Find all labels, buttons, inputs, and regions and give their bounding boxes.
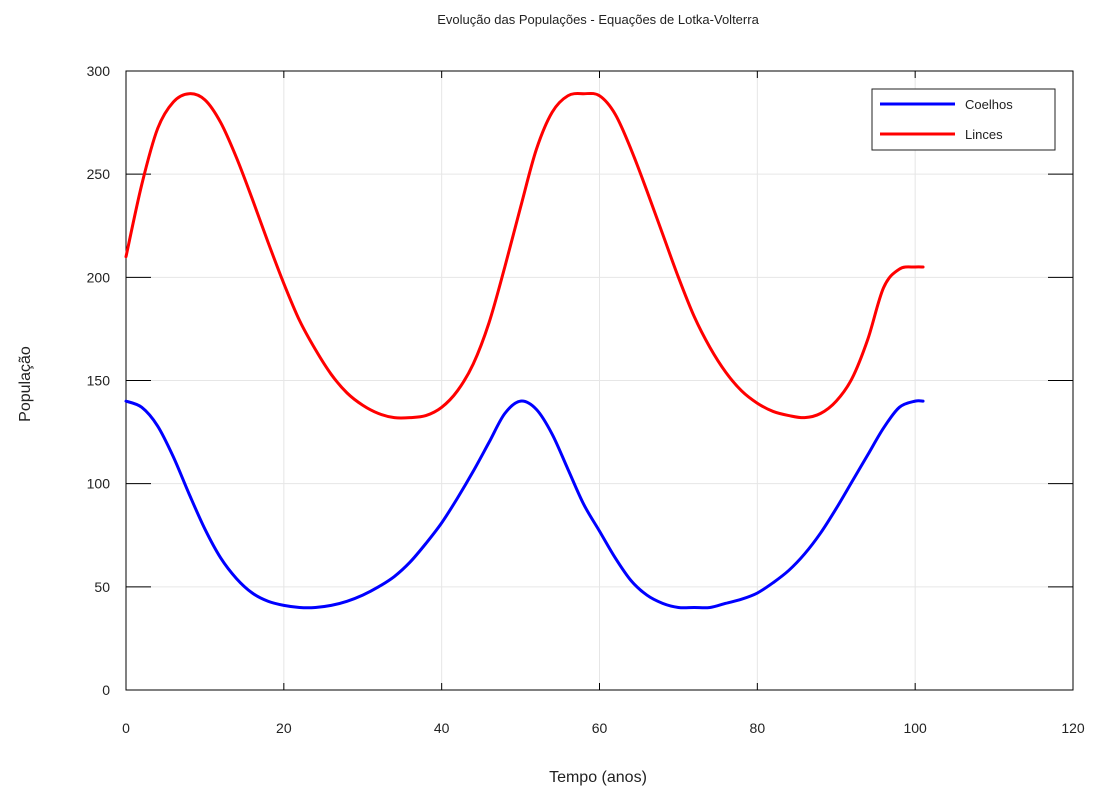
series-lines	[124, 91, 925, 610]
x-tick-label: 60	[592, 720, 608, 736]
series-line-coelhos	[124, 399, 925, 610]
y-tick-label: 200	[87, 269, 111, 285]
legend-label-coelhos: Coelhos	[965, 97, 1013, 112]
x-tick-label: 20	[276, 720, 292, 736]
legend: Coelhos Linces	[871, 88, 1056, 151]
y-tick-labels: 0 50 100 150 200 250 300	[87, 63, 111, 698]
grid	[125, 70, 1074, 691]
x-tick-labels: 0 20 40 60 80 100 120	[122, 720, 1085, 736]
x-tick-label: 40	[434, 720, 450, 736]
y-tick-label: 300	[87, 63, 111, 79]
series-line-linces	[124, 91, 925, 420]
x-axis-label: Tempo (anos)	[549, 769, 647, 786]
y-tick-label: 150	[87, 373, 111, 389]
y-tick-label: 250	[87, 166, 111, 182]
axis-ticks	[125, 70, 1074, 691]
x-tick-label: 0	[122, 720, 130, 736]
y-axis-label: População	[17, 346, 34, 422]
x-tick-label: 100	[903, 720, 927, 736]
chart-title: Evolução das Populações - Equações de Lo…	[437, 12, 759, 27]
x-tick-label: 80	[750, 720, 766, 736]
y-tick-label: 0	[102, 682, 110, 698]
legend-box	[871, 88, 1056, 151]
y-tick-label: 100	[87, 476, 111, 492]
y-tick-label: 50	[94, 579, 110, 595]
legend-label-linces: Linces	[965, 127, 1003, 142]
x-tick-label: 120	[1061, 720, 1085, 736]
